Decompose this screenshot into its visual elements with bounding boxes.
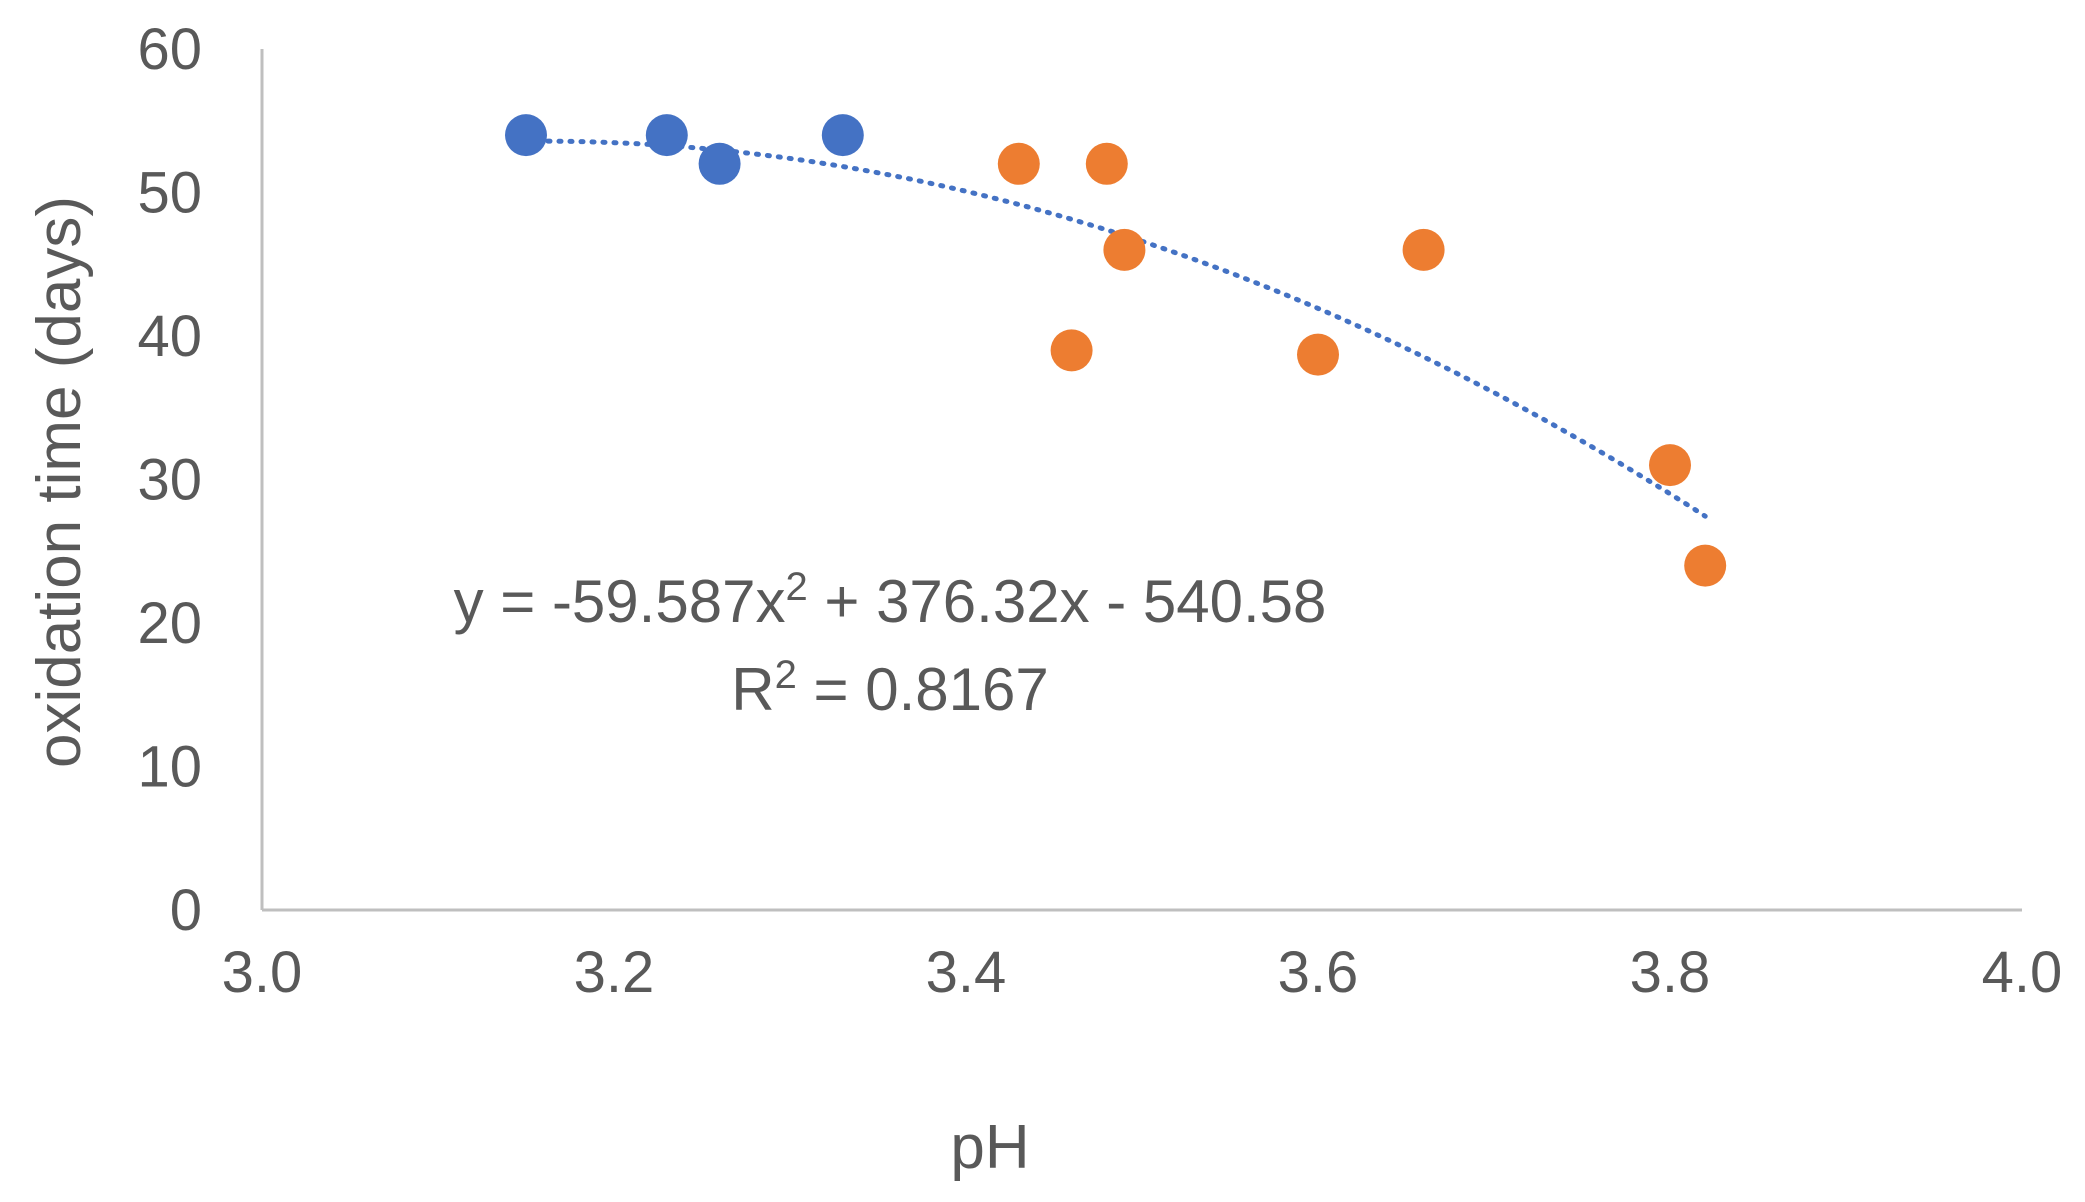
data-point-blue: [698, 142, 741, 185]
y-tick-label: 50: [137, 161, 202, 226]
y-tick-label: 0: [170, 878, 202, 943]
trendline-equation: y = -59.587x2 + 376.32x - 540.58: [454, 565, 1327, 635]
y-tick-label: 10: [137, 735, 202, 800]
data-point-orange: [1649, 444, 1691, 487]
x-tick-label: 3.4: [926, 940, 1007, 1005]
y-tick-label: 20: [137, 591, 202, 656]
data-point-orange: [1085, 142, 1128, 185]
data-point-orange: [1402, 228, 1445, 271]
y-tick-label: 30: [137, 448, 202, 513]
x-axis-title: pH: [950, 1113, 1029, 1182]
data-point-blue: [821, 114, 864, 157]
tick-labels: 3.0 3.2 3.4 3.6 3.8 4.0 0 10 20 30 40 50 60: [137, 17, 2062, 1005]
data-point-orange: [1297, 333, 1339, 376]
x-tick-label: 3.6: [1278, 940, 1359, 1005]
y-axis-title: oxidation time (days): [25, 196, 94, 768]
data-points: [505, 114, 1727, 587]
data-point-orange: [1050, 329, 1093, 372]
trendline: [523, 138, 1708, 519]
data-point-orange: [1103, 228, 1146, 271]
data-point-blue: [505, 114, 547, 157]
data-point-orange: [997, 142, 1040, 185]
axes: [260, 49, 2022, 912]
y-tick-label: 40: [137, 304, 202, 369]
x-tick-label: 3.0: [222, 940, 303, 1005]
y-tick-label: 60: [137, 17, 202, 82]
r-squared-label: R2 = 0.8167: [731, 653, 1049, 723]
trendline-layer: [523, 138, 1708, 519]
x-tick-label: 3.2: [574, 940, 655, 1005]
data-point-blue: [645, 114, 688, 157]
data-point-orange: [1684, 544, 1727, 587]
x-tick-label: 4.0: [1982, 940, 2063, 1005]
x-tick-label: 3.8: [1630, 940, 1711, 1005]
